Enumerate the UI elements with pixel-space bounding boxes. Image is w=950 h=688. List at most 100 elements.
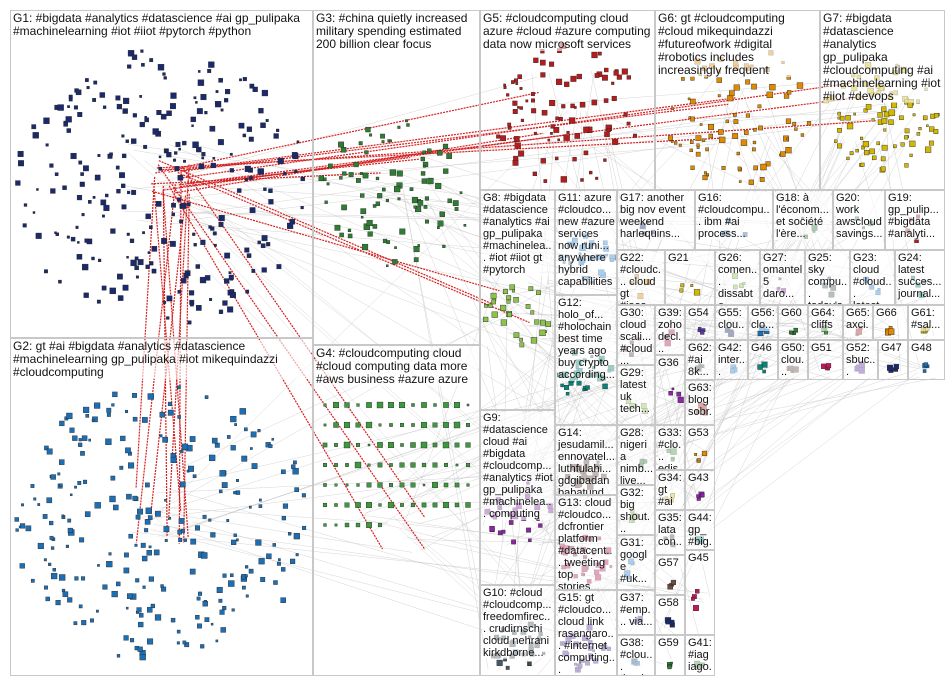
node (762, 369, 766, 374)
group-label: G28: nigeria nimb... live... (620, 427, 654, 485)
node (380, 133, 385, 139)
node (178, 537, 183, 542)
node (273, 580, 278, 585)
group-label: G42: inter... (718, 342, 746, 378)
node (59, 420, 65, 427)
node (400, 503, 404, 507)
node (883, 128, 887, 132)
group-label: G2: gt #ai #bigdata #analytics #datascie… (13, 340, 311, 379)
node (188, 465, 194, 472)
node (580, 178, 584, 182)
node (241, 455, 248, 462)
edge-highlight (182, 81, 863, 179)
edge (171, 196, 577, 652)
node (787, 90, 792, 95)
node (588, 170, 593, 175)
node (220, 627, 226, 633)
node (160, 113, 167, 120)
node (360, 208, 367, 215)
node (113, 504, 119, 511)
node (164, 539, 168, 542)
node (766, 91, 774, 99)
node (406, 123, 410, 127)
node (800, 133, 805, 137)
group-cell: G23: cloud #cloud... latest... (850, 250, 895, 305)
group-cell: G53 (685, 425, 715, 470)
node (700, 493, 705, 498)
node (555, 116, 559, 121)
node (788, 330, 793, 335)
node (543, 179, 548, 183)
node (323, 523, 327, 527)
node (97, 154, 101, 157)
node (695, 589, 700, 594)
node (583, 150, 589, 156)
group-cell: G16: #cloudcompu... ibm #ai process... (695, 190, 773, 250)
node (432, 502, 438, 508)
node (37, 503, 41, 506)
node (570, 103, 575, 109)
node (517, 74, 523, 80)
node (301, 493, 306, 498)
node (503, 86, 507, 89)
node (125, 447, 131, 454)
node (334, 224, 341, 231)
edge-highlight (162, 190, 189, 538)
node (248, 176, 253, 181)
node (214, 101, 218, 105)
node (251, 269, 256, 273)
node (224, 278, 230, 284)
node (689, 148, 693, 153)
node (388, 442, 394, 448)
node (355, 522, 361, 528)
node (570, 75, 577, 82)
group-label: G41: #iag iago... (688, 637, 713, 675)
node (242, 133, 247, 138)
group-cell: G59 (655, 635, 685, 676)
node (554, 156, 559, 161)
node (54, 172, 59, 176)
node (530, 92, 535, 97)
node (572, 157, 577, 162)
group-cell: G54 (685, 305, 715, 340)
node (420, 156, 425, 162)
group-label: G25: sky compu... today's... (808, 252, 848, 304)
node (94, 402, 101, 409)
node (132, 393, 137, 398)
node (251, 463, 258, 469)
node (132, 113, 137, 118)
node (226, 519, 230, 522)
node (432, 462, 438, 468)
node (900, 142, 905, 147)
group-cell: G32: big shout... (617, 485, 655, 535)
group-label: G18: à l'économ... et société l'ère... (776, 192, 831, 240)
node (276, 128, 280, 132)
node (513, 297, 519, 303)
node (837, 143, 842, 149)
node (195, 525, 201, 531)
node (81, 213, 85, 217)
node (74, 485, 77, 489)
node (57, 472, 61, 476)
node (102, 105, 107, 109)
node (860, 162, 865, 167)
node (393, 185, 401, 193)
node (49, 520, 54, 526)
node (102, 584, 108, 590)
node (44, 269, 48, 274)
node (455, 463, 459, 467)
node (413, 246, 420, 253)
node (506, 299, 511, 304)
node (531, 98, 535, 103)
node (162, 436, 168, 443)
node (786, 137, 789, 141)
group-cell: G6: gt #cloudcomputing #cloud mikequinda… (655, 10, 820, 190)
node (876, 141, 881, 146)
group-cell: G55: clou... (715, 305, 748, 340)
group-label: G22: #cloudc... cloud gt #iaas... (620, 252, 663, 304)
node (872, 155, 877, 161)
node (792, 121, 797, 126)
node (84, 78, 89, 82)
group-cell: G15: gt #cloudco... cloud link rasangaro… (555, 590, 617, 676)
node (323, 177, 327, 181)
